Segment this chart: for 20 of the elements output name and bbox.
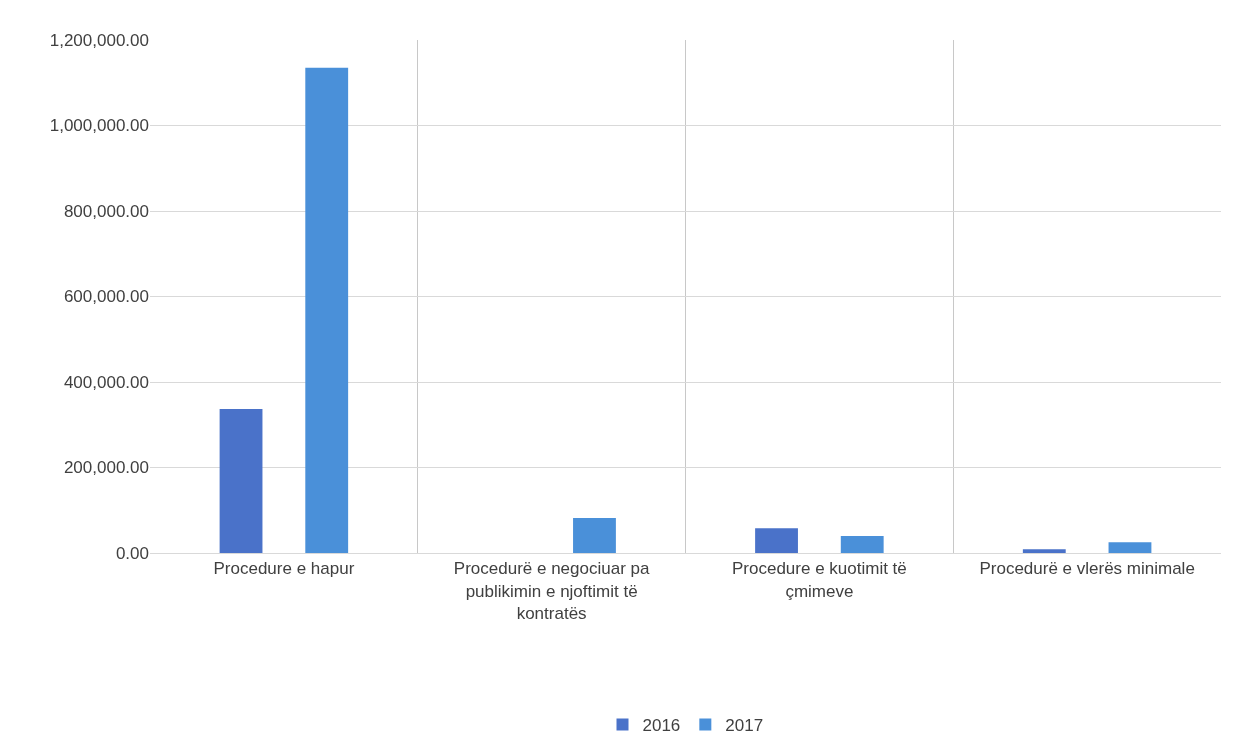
x-tick-label: Procedure e hapur [213, 559, 355, 579]
y-tick-label: 0.00 [115, 543, 149, 563]
bar [305, 67, 349, 553]
bar [573, 517, 616, 553]
x-tick-label: Procedurë e vlerës minimale [979, 559, 1195, 579]
y-tick-label: 1,200,000.00 [49, 30, 149, 50]
bar [219, 408, 263, 553]
x-tick-label: Procedurë e negociuar pa publikimin e njoftimit të kontratës [453, 559, 650, 623]
y-tick-label: 600,000.00 [63, 287, 149, 307]
bar [1108, 542, 1152, 553]
y-tick-label: 200,000.00 [63, 458, 149, 478]
bar [755, 528, 798, 553]
y-tick-label: 1,000,000.00 [49, 116, 149, 136]
bar [840, 535, 884, 553]
y-tick-label: 800,000.00 [63, 201, 149, 221]
x-tick-label: Procedure e kuotimit të çmimeve [731, 559, 907, 601]
bar [1022, 549, 1066, 553]
legend-label: 2017 [725, 716, 764, 736]
legend-label: 2016 [642, 716, 681, 736]
y-tick-label: 400,000.00 [63, 372, 149, 392]
